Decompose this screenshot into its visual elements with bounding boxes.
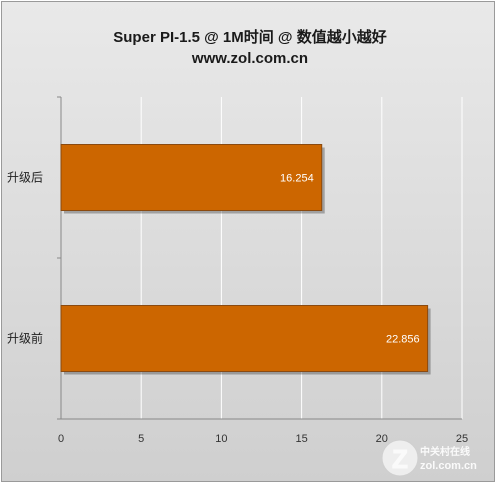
category-label: 升级前 <box>7 331 43 346</box>
x-tick-label: 20 <box>376 433 388 445</box>
category-label: 升级后 <box>7 171 43 185</box>
x-tick-label: 10 <box>215 433 227 445</box>
x-tick-label: 25 <box>456 433 468 445</box>
zol-logo-icon: Z <box>381 439 419 477</box>
chart-subtitle: www.zol.com.cn <box>191 50 308 67</box>
x-tick-label: 0 <box>58 433 64 445</box>
watermark-site: zol.com.cn <box>420 460 477 472</box>
watermark-brand: 中关村在线 <box>420 445 470 458</box>
x-tick-label: 5 <box>138 433 144 445</box>
x-tick-label: 15 <box>295 433 307 445</box>
data-label: 22.856 <box>386 334 420 346</box>
bars <box>60 144 431 375</box>
zol-watermark: Z 中关村在线 zol.com.cn <box>381 439 477 477</box>
bar <box>60 144 323 211</box>
x-tick-labels: 0 5 10 15 20 25 <box>58 433 468 445</box>
chart-title: Super PI-1.5 @ 1M时间 @ 数值越小越好 <box>113 28 386 46</box>
data-label: 16.254 <box>280 173 314 185</box>
bar <box>60 305 429 372</box>
data-labels: 16.254 22.856 <box>280 173 420 346</box>
logo-letter: Z <box>392 444 408 474</box>
